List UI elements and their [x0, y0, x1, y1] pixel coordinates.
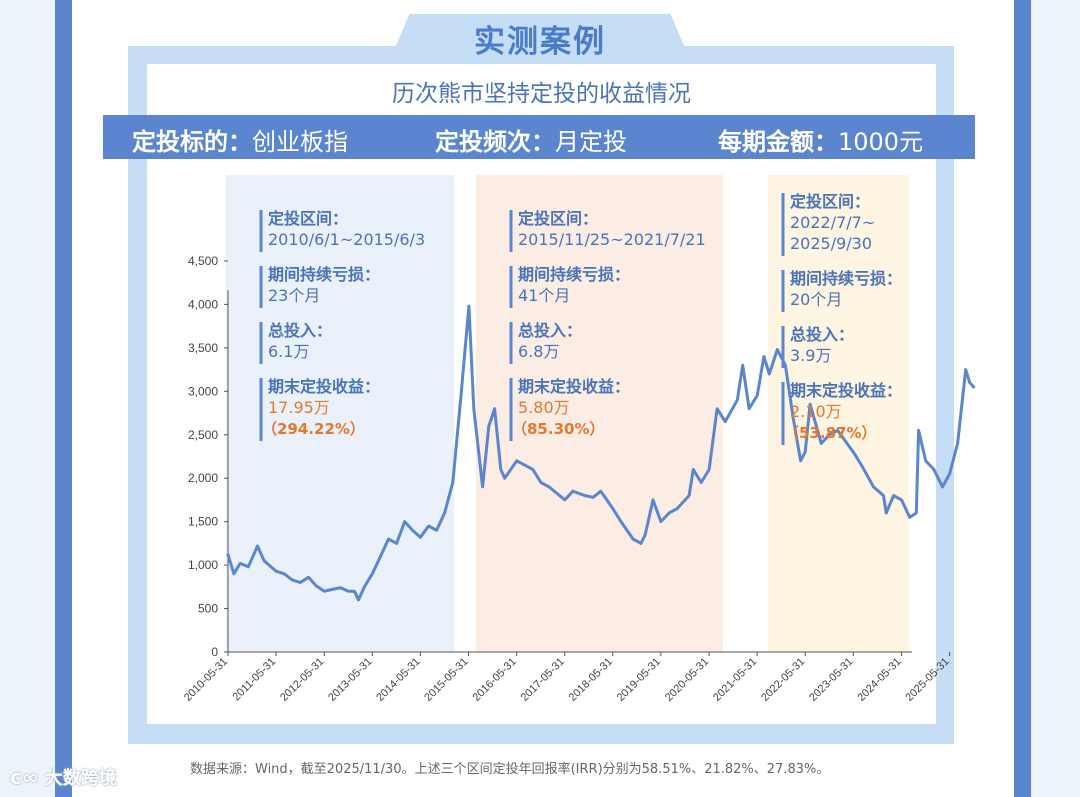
annotation-gain-percent: （85.30%） [512, 420, 604, 438]
x-tick-label: 2012-05-31 [278, 656, 326, 704]
x-tick-label: 2011-05-31 [230, 656, 278, 704]
annotation-label: 总投入： [518, 321, 582, 340]
annotation-label: 期末定投收益： [518, 377, 630, 396]
x-tick-label: 2014-05-31 [374, 656, 422, 704]
parameter-banner: 定投标的：创业板指 定投频次：月定投 每期金额：1000元 [103, 115, 975, 159]
x-tick-label: 2013-05-31 [326, 656, 374, 704]
x-tick-label: 2025-05-31 [903, 656, 951, 704]
amount-label: 每期金额： [718, 128, 838, 156]
annotation-label: 定投区间： [789, 192, 870, 211]
annotation-value: 23个月 [268, 286, 320, 305]
target-item: 定投标的：创业板指 [132, 122, 348, 157]
amount-item: 每期金额：1000元 [718, 122, 923, 157]
annotation-label: 定投区间： [267, 209, 348, 228]
target-label: 定投标的： [132, 128, 252, 156]
y-tick-label: 2,500 [188, 428, 218, 442]
amount-value: 1000元 [838, 128, 924, 156]
x-tick-label: 2022-05-31 [759, 656, 807, 704]
y-tick-label: 1,000 [188, 558, 218, 572]
period-background-1 [226, 175, 454, 652]
x-tick-label: 2024-05-31 [855, 656, 903, 704]
annotation-gain-percent: （53.87%） [784, 424, 876, 442]
annotation-value: 2.10万 [790, 402, 842, 421]
y-tick-label: 2,000 [188, 471, 218, 485]
annotation-label: 期间持续亏损： [268, 265, 380, 284]
annotation-value: 2022/7/7~ [790, 213, 875, 232]
annotation-value: 6.8万 [518, 342, 559, 361]
annotation-value: 41个月 [518, 286, 570, 305]
frequency-label: 定投频次： [435, 128, 555, 156]
annotation-value: 20个月 [790, 290, 842, 309]
target-value: 创业板指 [252, 128, 348, 156]
watermark-logo: ᴄ∞ 大数跨境 [10, 764, 117, 790]
x-tick-label: 2018-05-31 [567, 656, 615, 704]
annotation-value: 6.1万 [268, 342, 309, 361]
annotation-value: 5.80万 [518, 398, 570, 417]
right-border-bar [1014, 0, 1031, 797]
y-tick-label: 1,500 [188, 515, 218, 529]
x-tick-label: 2016-05-31 [471, 656, 519, 704]
annotation-value: 17.95万 [268, 398, 330, 417]
x-tick-label: 2015-05-31 [422, 656, 470, 704]
series-line-chinext [226, 304, 976, 602]
annotation-label: 总投入： [268, 321, 332, 340]
y-tick-label: 500 [198, 602, 218, 616]
y-tick-label: 3,500 [188, 341, 218, 355]
logo-text: 大数跨境 [44, 768, 117, 789]
section-title: 实测案例 [474, 24, 606, 60]
x-tick-label: 2021-05-31 [711, 656, 759, 704]
title-tab [395, 14, 685, 48]
data-source-note: 数据来源：Wind，截至2025/11/30。上述三个区间定投年回报率(IRR)… [190, 762, 830, 777]
x-tick-label: 2020-05-31 [663, 656, 711, 704]
annotation-value: 2015/11/25~2021/7/21 [518, 230, 706, 249]
annotation-label: 期间持续亏损： [790, 269, 902, 288]
annotation-label: 期末定投收益： [790, 381, 902, 400]
x-tick-label: 2010-05-31 [182, 656, 230, 704]
annotation-value: 3.9万 [790, 346, 831, 365]
annotation-label: 总投入： [790, 325, 854, 344]
chart-subtitle: 历次熊市坚持定投的收益情况 [392, 81, 691, 107]
y-tick-label: 4,500 [188, 254, 218, 268]
annotation-label: 期末定投收益： [268, 377, 380, 396]
frequency-value: 月定投 [555, 128, 627, 156]
left-margin [0, 0, 55, 797]
y-tick-label: 4,000 [188, 297, 218, 311]
annotation-label: 定投区间： [517, 209, 598, 228]
annotation-value: 2010/6/1~2015/6/3 [268, 230, 425, 249]
period-annotation-2: 定投区间： 2015/11/25~2021/7/21 期间持续亏损： 41个月总投入：… [509, 209, 706, 441]
x-tick-label: 2023-05-31 [807, 656, 855, 704]
frequency-item: 定投频次：月定投 [435, 122, 627, 157]
annotation-value: 2025/9/30 [790, 234, 872, 253]
logo-icon: ᴄ∞ [10, 765, 39, 789]
x-tick-label: 2019-05-31 [615, 656, 663, 704]
period-background-2 [476, 175, 723, 652]
annotation-gain-percent: （294.22%） [262, 420, 365, 438]
annotation-label: 期间持续亏损： [518, 265, 630, 284]
left-border-bar [55, 0, 72, 797]
y-tick-label: 3,000 [188, 384, 218, 398]
y-tick-label: 0 [211, 645, 218, 659]
right-margin [1031, 0, 1080, 797]
x-tick-label: 2017-05-31 [519, 656, 567, 704]
